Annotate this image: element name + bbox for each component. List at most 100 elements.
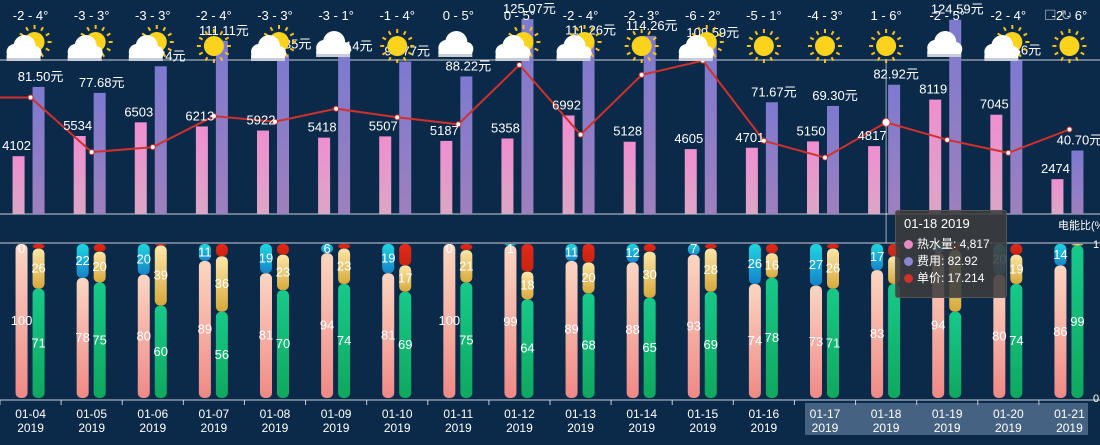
cost-bar: [521, 19, 534, 214]
cost-bar: [154, 66, 167, 214]
hot-water-value-label: 5922: [247, 113, 276, 128]
electric-ratio-stack-a-value-label: 0: [18, 241, 25, 256]
electric-ratio-stack-b-segment: [215, 311, 228, 398]
sun-ray: [595, 47, 600, 52]
hot-water-bar: [257, 130, 269, 214]
electric-ratio-stack-b-segment: [1071, 244, 1084, 246]
x-axis-year-label: 2019: [995, 421, 1022, 435]
electric-ratio-stack-a-segment: [382, 273, 395, 398]
sun-ray: [40, 26, 44, 32]
x-axis-date-label: 01-06: [137, 407, 168, 421]
cloud-shade: [556, 58, 591, 61]
sun-ray: [198, 51, 204, 56]
cost-bar: [1010, 60, 1023, 214]
sun-ray: [647, 30, 652, 36]
cloud-icon: [316, 31, 352, 57]
x-axis-year-label: 2019: [384, 421, 411, 435]
sun-ray: [632, 56, 637, 62]
electric-ratio-stack-b-segment: [338, 284, 351, 398]
sun-ray: [1054, 36, 1059, 41]
sun-cloud-icon: [67, 25, 113, 61]
sun-ray: [1023, 47, 1028, 52]
cloud-shade: [678, 58, 713, 61]
electric-ratio-stack-b-value-label: 18: [520, 278, 534, 293]
electric-ratio-stack-b-segment: [765, 244, 778, 254]
tooltip-dot: [904, 257, 913, 266]
cost-bar: [888, 84, 901, 215]
electric-ratio-stack-a-value-label: 89: [198, 321, 212, 336]
sun-ray: [769, 30, 774, 36]
x-axis-date-label: 01-12: [504, 407, 535, 421]
electric-ratio-stack-a-value-label: 93: [687, 318, 701, 333]
electric-ratio-stack-b-value-label: 21: [459, 258, 473, 273]
cloud-shade: [495, 58, 530, 61]
electric-ratio-stack-b-segment: [827, 244, 839, 249]
electric-ratio-stack-b-segment: [643, 251, 656, 298]
electric-ratio-stack-b-segment: [338, 248, 351, 285]
x-axis-date-label: 01-14: [626, 407, 657, 421]
temperature-range: -3 - 3°: [74, 8, 110, 23]
cloud-part: [251, 35, 286, 61]
x-axis-date-label: 01-18: [871, 407, 902, 421]
tooltip-row: 单价: 17.214: [904, 270, 998, 287]
sun-ray: [652, 36, 657, 41]
electric-ratio-stack-b-value-label: 20: [581, 270, 595, 285]
hot-water-bar: [12, 156, 25, 214]
sun-cloud-icon: [556, 25, 602, 61]
unit-price-point: [516, 61, 523, 68]
electric-ratio-stack-b-value-label: 26: [826, 261, 840, 276]
sun-ray: [590, 26, 594, 32]
electric-ratio-stack-a-segment: [748, 284, 761, 398]
sun-ray: [1080, 36, 1085, 41]
sun-ray: [896, 51, 902, 56]
bottom-axis-tick: 1: [1093, 239, 1099, 251]
sun-ray: [626, 51, 631, 56]
cost-bar: [460, 76, 473, 214]
cost-value-label: 111.11元: [199, 23, 249, 38]
sun-ray: [1017, 26, 1022, 32]
electric-ratio-stack-a-value-label: 19: [381, 251, 395, 266]
cost-bar: [949, 19, 962, 214]
electric-ratio-stack-a-value-label: 6: [323, 241, 330, 256]
electric-ratio-stack-a-segment: [76, 277, 89, 398]
cloud-part: [495, 35, 531, 61]
electric-ratio-stack-a-value-label: 19: [259, 251, 273, 266]
electric-ratio-stack-b-segment: [827, 248, 839, 289]
electric-ratio-stack-a-value-label: 89: [564, 321, 578, 336]
sun-ray: [86, 26, 91, 32]
sun-ray: [754, 30, 759, 36]
sun-ray: [876, 56, 881, 62]
sun-ray: [575, 26, 579, 32]
sun-ray: [162, 26, 167, 32]
x-axis-year-label: 2019: [689, 421, 716, 435]
hot-water-value-label: 5418: [308, 120, 337, 135]
electric-ratio-stack-b-segment: [460, 282, 473, 398]
electric-ratio-stack-b-segment: [582, 244, 595, 263]
sun-disc: [631, 36, 652, 56]
sun-ray: [204, 56, 209, 62]
electric-ratio-stack-b-segment: [277, 244, 289, 255]
hot-water-bar: [623, 141, 636, 214]
x-axis-year-label: 2019: [751, 421, 778, 435]
electric-ratio-stack-b-segment: [582, 262, 595, 294]
sun-cloud-icon: [251, 25, 296, 61]
temperature-range: -3 - 1°: [318, 8, 354, 23]
electric-ratio-stack-b-segment: [888, 284, 901, 398]
electric-ratio-stack-a-value-label: 20: [137, 251, 151, 266]
cost-value-label: 81.50元: [18, 69, 64, 84]
hot-water-value-label: 4605: [674, 131, 703, 146]
sun-cloud-icon: [984, 25, 1030, 61]
bottom-axis-title: 电能比(%): [1058, 218, 1100, 232]
cloud-part: [678, 35, 714, 61]
sun-ray: [717, 47, 723, 52]
sun-cloud-icon: [678, 25, 724, 61]
hot-water-value-label: 5150: [797, 123, 826, 138]
hot-water-bar: [501, 138, 514, 214]
sun-ray: [534, 32, 539, 37]
electric-ratio-stack-b-segment: [277, 254, 289, 291]
sun-ray: [697, 26, 702, 32]
electric-ratio-stack-a-segment: [565, 260, 578, 398]
temperature-range: -2 - 6°: [1052, 8, 1088, 23]
cost-value-label: 88.22元: [446, 58, 492, 73]
